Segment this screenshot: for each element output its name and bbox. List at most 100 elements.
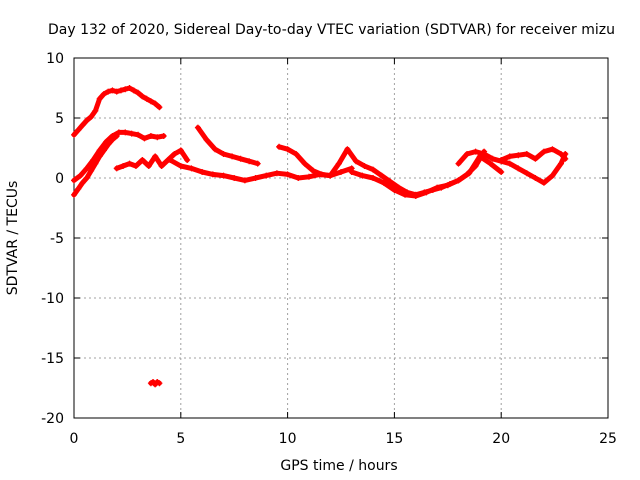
data-point xyxy=(532,155,539,162)
data-point xyxy=(126,85,133,91)
data-point xyxy=(293,151,300,157)
data-point xyxy=(160,133,167,139)
data-point xyxy=(481,151,488,157)
data-point xyxy=(177,163,184,169)
data-point xyxy=(132,163,139,169)
data-point xyxy=(117,87,124,94)
data-point xyxy=(143,95,150,102)
data-point xyxy=(237,155,244,162)
data-point xyxy=(352,158,359,165)
data-point xyxy=(122,86,129,93)
data-point xyxy=(472,148,479,155)
x-tick-label: 15 xyxy=(385,431,403,447)
data-point xyxy=(284,146,291,153)
data-point xyxy=(220,172,227,179)
data-point xyxy=(184,157,191,163)
data-point xyxy=(391,187,398,193)
data-point xyxy=(498,169,505,175)
data-point xyxy=(348,169,355,175)
data-point xyxy=(109,136,116,143)
data-point xyxy=(77,172,84,179)
data-point xyxy=(370,166,377,173)
ticks: 0 5 10 15 20 25 -20 -15 -10 -5 0 5 10 xyxy=(41,51,617,447)
series-band-d xyxy=(348,153,505,199)
data-point xyxy=(211,146,218,153)
data-point xyxy=(105,88,112,95)
x-axis-label: GPS time / hours xyxy=(280,458,397,474)
data-point xyxy=(231,175,238,181)
data-point xyxy=(105,141,112,148)
data-point xyxy=(79,179,86,186)
data-point xyxy=(83,117,90,124)
data-point xyxy=(145,163,152,169)
data-point xyxy=(229,153,236,160)
x-tick-label: 20 xyxy=(492,431,510,447)
data-point xyxy=(506,153,513,160)
data-point xyxy=(203,136,210,143)
data-point xyxy=(171,151,178,157)
series-band-f xyxy=(498,146,569,163)
data-point xyxy=(241,177,248,184)
data-point xyxy=(209,171,216,178)
data-point xyxy=(75,185,82,192)
data-point xyxy=(147,133,154,139)
data-point xyxy=(194,124,201,131)
data-point xyxy=(344,146,351,153)
data-point xyxy=(370,175,377,181)
series-cluster-a xyxy=(113,147,191,172)
x-tick-label: 25 xyxy=(599,431,617,447)
data-point xyxy=(335,160,342,167)
series-band-e xyxy=(455,148,569,186)
data-point xyxy=(120,163,127,169)
data-point xyxy=(305,173,312,180)
data-point xyxy=(156,104,163,111)
data-point xyxy=(152,153,159,160)
data-point xyxy=(387,178,394,185)
data-point xyxy=(540,179,547,186)
y-tick-label: 5 xyxy=(55,111,64,127)
data-point xyxy=(167,157,174,163)
series-isolated xyxy=(147,379,163,388)
data-point xyxy=(515,165,522,172)
data-point xyxy=(188,165,195,172)
y-tick-label: -5 xyxy=(50,231,64,247)
data-point xyxy=(359,172,366,179)
data-point xyxy=(122,129,129,136)
data-point xyxy=(252,175,259,181)
data-point xyxy=(523,151,530,157)
data-point xyxy=(455,177,462,184)
data-point xyxy=(88,113,95,120)
y-tick-label: 10 xyxy=(46,51,64,67)
data-point xyxy=(412,193,419,199)
data-point xyxy=(532,175,539,181)
data-point xyxy=(487,160,494,167)
data-point xyxy=(88,167,95,174)
data-point xyxy=(455,160,462,167)
data-point xyxy=(135,89,142,96)
y-tick-label: -20 xyxy=(41,411,64,427)
series-arc-low xyxy=(71,133,120,198)
data-point xyxy=(318,171,325,178)
series-band-b xyxy=(194,124,261,167)
x-tick-label: 5 xyxy=(176,431,185,447)
series-line xyxy=(276,144,487,198)
data-point xyxy=(284,171,291,178)
grid-lines xyxy=(74,58,608,418)
x-tick-label: 10 xyxy=(279,431,297,447)
data-point xyxy=(254,160,261,167)
data-point xyxy=(464,151,471,157)
data-point xyxy=(158,163,165,169)
y-tick-label: -10 xyxy=(41,291,64,307)
data-point xyxy=(338,169,344,175)
data-point xyxy=(147,98,154,105)
data-point xyxy=(498,157,505,163)
data-point xyxy=(276,143,283,150)
data-point xyxy=(310,167,317,174)
data-point xyxy=(549,172,556,179)
data-point xyxy=(361,163,368,169)
data-point xyxy=(246,158,253,165)
data-point xyxy=(263,172,270,179)
data-point xyxy=(558,151,565,157)
series-band-c xyxy=(276,143,488,198)
